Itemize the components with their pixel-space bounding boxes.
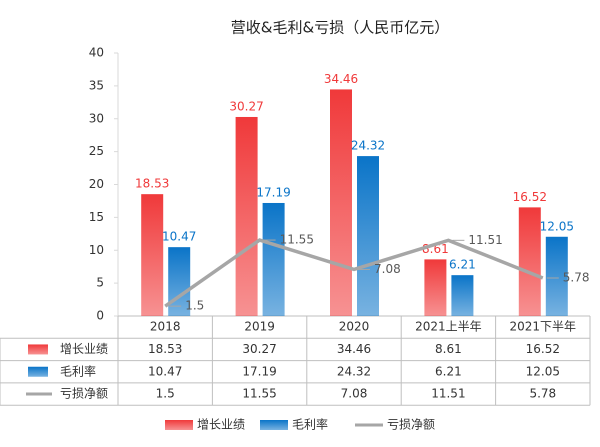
y-tick-label: 10 <box>89 243 104 257</box>
data-label: 5.78 <box>563 270 590 284</box>
table-row-header: 增长业绩 <box>60 342 108 356</box>
bar <box>262 202 285 316</box>
table-cell: 11.51 <box>431 387 465 401</box>
x-tick-label: 2021上半年 <box>415 320 482 334</box>
y-tick-label: 0 <box>96 309 104 323</box>
table-cell: 34.46 <box>337 342 371 356</box>
y-tick-label: 35 <box>89 78 104 92</box>
table-cell: 17.19 <box>242 364 276 378</box>
line <box>164 238 544 308</box>
bar <box>451 275 474 316</box>
table-legend-key <box>28 344 48 355</box>
bar <box>235 116 258 316</box>
table-cell: 8.61 <box>435 342 462 356</box>
table-legend-key <box>28 366 48 377</box>
bar <box>518 207 541 316</box>
table-cell: 30.27 <box>242 342 276 356</box>
legend-label: 亏损净额 <box>387 418 435 432</box>
bar <box>424 259 447 316</box>
table-cell: 24.32 <box>337 364 371 378</box>
table-cell: 12.05 <box>526 364 560 378</box>
y-tick-label: 25 <box>89 144 104 158</box>
table-cell: 1.5 <box>156 387 175 401</box>
data-label: 24.32 <box>351 139 385 153</box>
bar <box>141 194 164 316</box>
data-label: 10.47 <box>162 230 196 244</box>
table-cell: 18.53 <box>148 342 182 356</box>
y-tick-label: 15 <box>89 210 104 224</box>
y-tick-label: 40 <box>89 46 104 60</box>
table-cell: 10.47 <box>148 364 182 378</box>
data-label: 1.5 <box>185 299 204 313</box>
y-tick-label: 30 <box>89 111 104 125</box>
legend-key <box>260 420 288 430</box>
data-label: 30.27 <box>229 99 263 113</box>
data-label: 11.55 <box>280 233 314 247</box>
data-label: 11.51 <box>468 233 502 247</box>
data-label: 12.05 <box>540 219 574 233</box>
table-row-header: 亏损净额 <box>60 387 108 401</box>
data-label: 34.46 <box>324 72 358 86</box>
chart-title: 营收&毛利&亏损（人民币亿元） <box>231 19 449 37</box>
x-tick-label: 2021下半年 <box>510 320 577 334</box>
x-tick-label: 2018 <box>150 320 181 334</box>
x-tick-label: 2019 <box>244 320 275 334</box>
data-label: 18.53 <box>135 177 169 191</box>
table-cell: 16.52 <box>526 342 560 356</box>
data-label: 6.21 <box>449 258 476 272</box>
legend-label: 增长业绩 <box>197 418 245 432</box>
y-tick-label: 20 <box>89 177 104 191</box>
bar <box>357 156 379 316</box>
bar <box>330 89 352 316</box>
table-cell: 11.55 <box>242 387 276 401</box>
data-label: 17.19 <box>256 185 290 199</box>
data-label: 7.08 <box>374 262 401 276</box>
legend-label: 毛利率 <box>292 417 328 432</box>
data-label: 16.52 <box>513 190 547 204</box>
y-tick-label: 5 <box>96 276 104 290</box>
table-cell: 7.08 <box>341 387 368 401</box>
bar <box>545 236 568 316</box>
table-cell: 6.21 <box>435 364 462 378</box>
table-cell: 5.78 <box>529 387 556 401</box>
table-row-header: 毛利率 <box>60 363 96 378</box>
legend-key <box>165 420 193 430</box>
x-tick-label: 2020 <box>339 320 370 334</box>
